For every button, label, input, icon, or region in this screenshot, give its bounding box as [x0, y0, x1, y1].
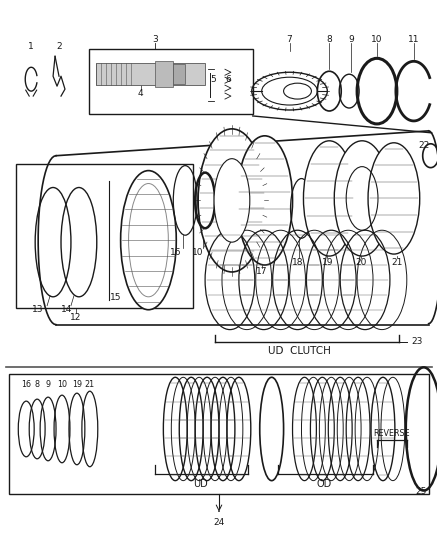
Ellipse shape: [283, 83, 311, 99]
Text: 23: 23: [411, 337, 422, 346]
Bar: [9, 374, 429, 494]
Ellipse shape: [120, 171, 176, 310]
Text: 22: 22: [418, 141, 429, 150]
Text: 10: 10: [57, 379, 67, 389]
Ellipse shape: [198, 129, 266, 272]
Text: 24: 24: [213, 518, 225, 527]
Text: 21: 21: [391, 257, 403, 266]
Text: 4: 4: [138, 88, 143, 98]
Bar: [173, 64, 185, 84]
Text: 2: 2: [56, 42, 62, 51]
Text: 15: 15: [110, 293, 121, 302]
Text: 21: 21: [85, 379, 95, 389]
Bar: [16, 164, 193, 308]
Text: 16: 16: [170, 248, 181, 256]
Ellipse shape: [334, 141, 390, 256]
Text: 8: 8: [326, 35, 332, 44]
Text: 8: 8: [35, 379, 40, 389]
Text: 3: 3: [152, 35, 158, 44]
Ellipse shape: [237, 136, 293, 265]
Text: 18: 18: [292, 257, 303, 266]
Text: 10: 10: [371, 35, 383, 44]
Ellipse shape: [262, 77, 318, 105]
Bar: [96, 63, 205, 85]
Text: UD: UD: [193, 479, 208, 489]
Ellipse shape: [304, 141, 355, 256]
Text: 17: 17: [256, 268, 268, 277]
Text: 16: 16: [21, 379, 31, 389]
Text: 13: 13: [32, 305, 44, 314]
Text: 20: 20: [355, 257, 367, 266]
Text: UD  CLUTCH: UD CLUTCH: [268, 346, 331, 357]
Text: 19: 19: [321, 257, 333, 266]
Text: 1: 1: [28, 42, 34, 51]
Text: 10: 10: [192, 248, 204, 256]
Text: OD: OD: [317, 479, 332, 489]
Text: 12: 12: [70, 313, 81, 322]
Text: 19: 19: [72, 379, 82, 389]
Bar: [89, 50, 253, 114]
Text: 25: 25: [415, 487, 427, 496]
Bar: [155, 61, 173, 87]
Text: 9: 9: [348, 35, 354, 44]
Ellipse shape: [368, 143, 420, 254]
Text: 11: 11: [408, 35, 420, 44]
Text: 6: 6: [225, 75, 231, 84]
Text: 7: 7: [287, 35, 293, 44]
Text: REVERSE: REVERSE: [374, 430, 410, 439]
Text: 9: 9: [46, 379, 51, 389]
Ellipse shape: [214, 159, 250, 242]
Text: 5: 5: [210, 75, 216, 84]
Text: 14: 14: [61, 305, 73, 314]
